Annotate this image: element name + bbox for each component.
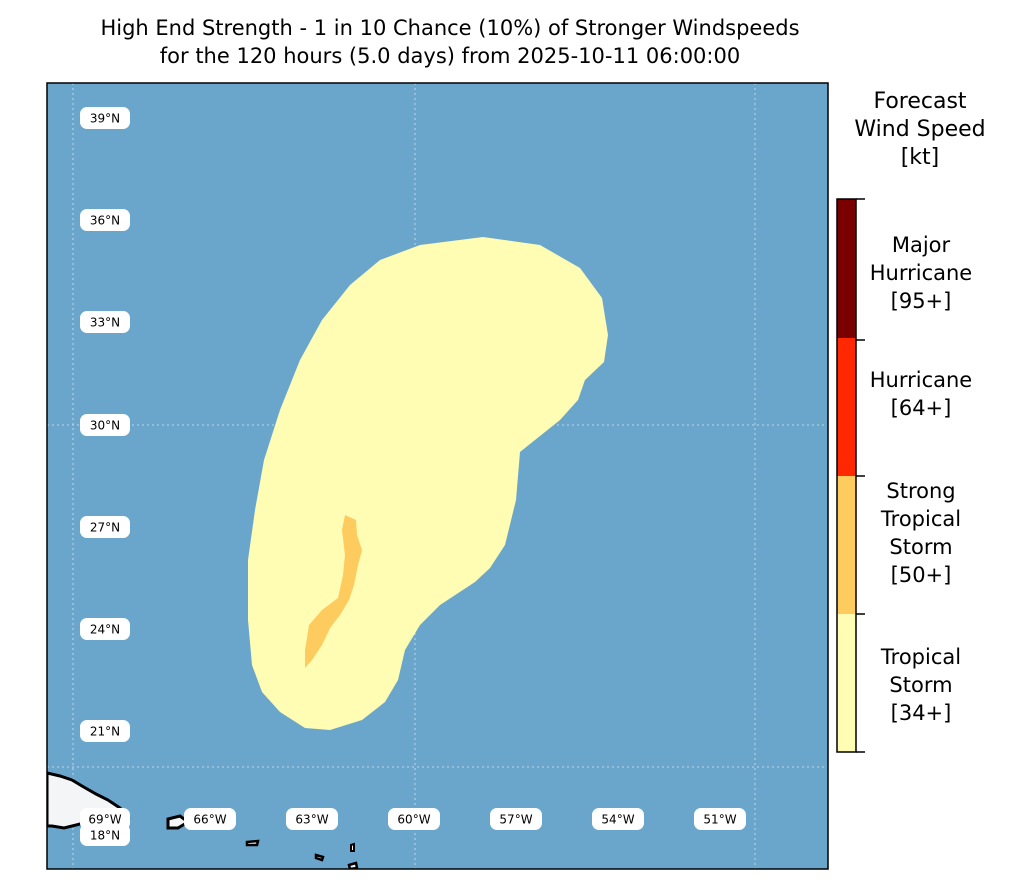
svg-text:30°N: 30°N <box>90 419 120 433</box>
land-island <box>347 861 359 869</box>
colorbar <box>836 198 865 753</box>
colorbar-title: Forecast Wind Speed [kt] <box>854 89 986 170</box>
strong-tropical-storm-wind-area <box>305 515 362 668</box>
lat-label: 39°N <box>80 107 130 129</box>
svg-text:21°N: 21°N <box>90 725 120 739</box>
colorbar-hurricane <box>837 338 856 476</box>
colorbar-tropical-storm <box>837 614 856 752</box>
lon-label: 51°W <box>694 808 746 830</box>
lat-label: 30°N <box>80 414 130 436</box>
lon-label: 54°W <box>592 808 644 830</box>
colorbar-label-tropical-storm: Tropical Storm [34+] <box>880 645 962 725</box>
gridlines <box>47 83 828 869</box>
lat-label: 21°N <box>80 720 130 742</box>
map-frame <box>46 82 829 870</box>
svg-text:54°W: 54°W <box>601 813 634 827</box>
svg-text:27°N: 27°N <box>90 521 120 535</box>
title-line-2: for the 120 hours (5.0 days) from 2025-1… <box>159 44 741 68</box>
svg-text:63°W: 63°W <box>295 813 328 827</box>
svg-text:39°N: 39°N <box>90 112 120 126</box>
colorbar-label-strong-tropical-storm: Strong Tropical Storm [50+] <box>880 479 962 587</box>
colorbar-label-major-hurricane: Major Hurricane [95+] <box>869 233 973 313</box>
lat-label: 24°N <box>80 618 130 640</box>
lat-labels: 39°N 36°N 33°N 30°N 27°N 24°N 21°N <box>80 107 130 742</box>
colorbar-ticks <box>856 198 865 753</box>
svg-text:51°W: 51°W <box>703 813 736 827</box>
colorbar-major-hurricane <box>837 199 856 338</box>
colorbar-label-hurricane: Hurricane [64+] <box>869 368 973 420</box>
title-line-1: High End Strength - 1 in 10 Chance (10%)… <box>100 16 800 40</box>
svg-text:18°N: 18°N <box>90 829 120 843</box>
svg-text:66°W: 66°W <box>193 813 226 827</box>
chart-title: High End Strength - 1 in 10 Chance (10%)… <box>0 14 900 70</box>
svg-text:33°N: 33°N <box>90 316 120 330</box>
colorbar-strong-tropical-storm <box>837 476 856 614</box>
land-island <box>314 853 325 862</box>
svg-text:36°N: 36°N <box>90 214 120 228</box>
land-island <box>350 842 355 852</box>
land-island <box>166 814 191 830</box>
svg-text:24°N: 24°N <box>90 623 120 637</box>
lon-label: 60°W <box>388 808 440 830</box>
lon-labels: 69°W 66°W 63°W 60°W 57°W 54°W 51°W 18°N <box>80 808 746 846</box>
svg-text:57°W: 57°W <box>499 813 532 827</box>
lat-label: 18°N <box>80 824 130 846</box>
lat-label: 36°N <box>80 209 130 231</box>
lon-label: 66°W <box>184 808 236 830</box>
lon-label: 63°W <box>286 808 338 830</box>
svg-text:69°W: 69°W <box>88 813 121 827</box>
lat-label: 33°N <box>80 311 130 333</box>
lon-label: 57°W <box>490 808 542 830</box>
land-island <box>245 839 260 847</box>
svg-text:60°W: 60°W <box>397 813 430 827</box>
lat-label: 27°N <box>80 516 130 538</box>
